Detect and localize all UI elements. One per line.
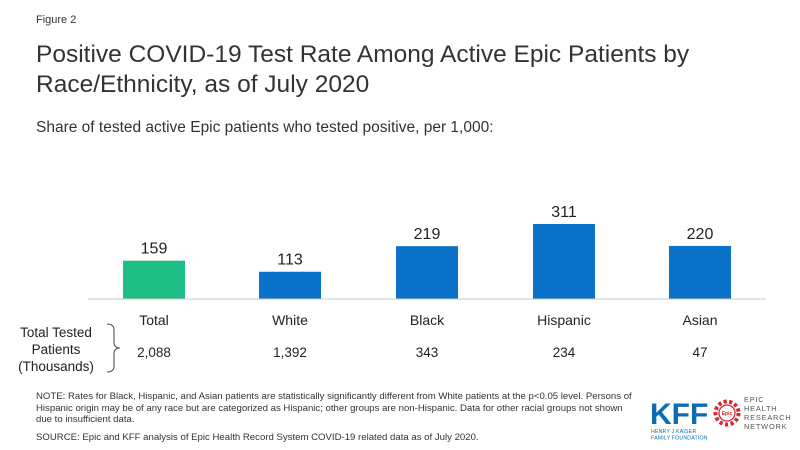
data-label-white: 113 xyxy=(277,252,303,269)
data-label-hispanic: 311 xyxy=(551,204,577,221)
bar-black xyxy=(396,246,458,299)
bar-chart: 159 Total 2,088 113 White 1,392 219 Black 343 311… xyxy=(88,204,766,360)
category-label-asian: Asian xyxy=(682,312,717,328)
footnote: NOTE: Rates for Black, Hispanic, and Asi… xyxy=(36,391,632,426)
category-label-total: Total xyxy=(139,312,169,328)
epic-logo-line-3: RESEARCH xyxy=(744,413,791,422)
total-tested-label-line-2: Patients xyxy=(31,342,81,357)
epic-logo-line-1: EPIC xyxy=(744,395,764,404)
chart-title: Positive COVID-19 Test Rate Among Active… xyxy=(36,41,690,98)
category-label-hispanic: Hispanic xyxy=(537,312,591,328)
total-tested-value-hispanic: 234 xyxy=(553,345,576,360)
kff-epic-logo: KFF HENRY J KAISER FAMILY FOUNDATION Epi… xyxy=(650,395,791,442)
bar-asian xyxy=(669,245,731,299)
data-label-total: 159 xyxy=(141,241,168,258)
data-label-asian: 220 xyxy=(687,226,714,243)
kff-logo-sub2: FAMILY FOUNDATION xyxy=(651,436,708,442)
total-tested-label: Total Tested Patients (Thousands) xyxy=(0,324,112,375)
total-tested-value-total: 2,088 xyxy=(137,345,171,360)
svg-text:Epic: Epic xyxy=(722,411,733,417)
epic-logo-line-2: HEALTH xyxy=(744,404,777,413)
total-tested-value-black: 343 xyxy=(416,345,439,360)
gear-icon: Epic xyxy=(713,399,741,427)
total-tested-label-line-1: Total Tested xyxy=(20,325,92,340)
total-tested-value-asian: 47 xyxy=(692,345,707,360)
bar-white xyxy=(259,271,321,299)
kff-logo-text: KFF xyxy=(650,398,708,431)
total-tested-brace xyxy=(106,323,121,373)
category-label-white: White xyxy=(272,312,308,328)
bar-hispanic xyxy=(533,224,595,299)
figure-label: Figure 2 xyxy=(36,14,77,26)
kff-logo-sub1: HENRY J KAISER xyxy=(651,429,696,435)
category-label-black: Black xyxy=(410,312,445,328)
epic-logo-line-4: NETWORK xyxy=(744,422,787,431)
data-label-black: 219 xyxy=(414,226,441,243)
total-tested-label-line-3: (Thousands) xyxy=(18,359,94,374)
bar-total xyxy=(123,260,185,299)
source-note: SOURCE: Epic and KFF analysis of Epic He… xyxy=(36,432,479,443)
chart-subtitle: Share of tested active Epic patients who… xyxy=(36,119,494,136)
total-tested-value-white: 1,392 xyxy=(273,345,307,360)
